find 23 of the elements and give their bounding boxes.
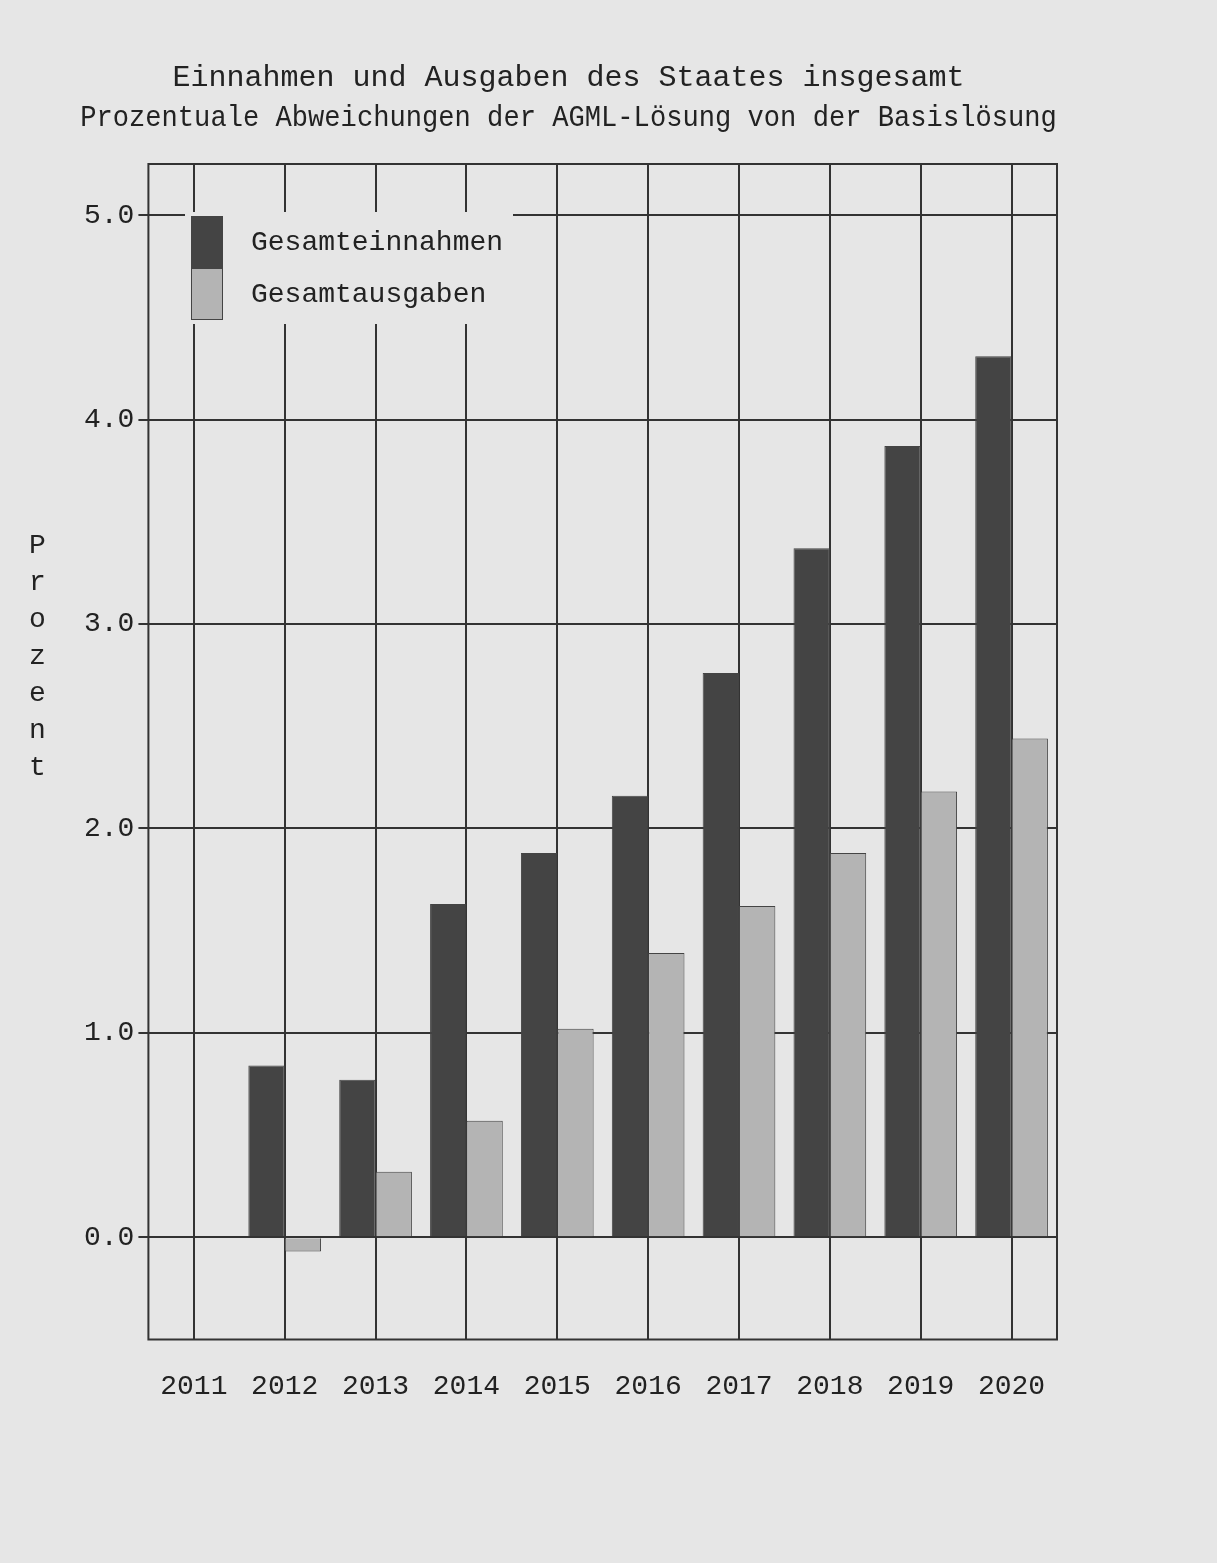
bar [975,356,1012,1237]
y-tick-label: 1.0 [83,1017,135,1049]
y-tick-label: 4.0 [83,403,135,435]
y-axis-title: Prozent [22,530,53,789]
bar [248,1065,285,1237]
x-tick-label: 2017 [705,1370,773,1402]
legend-label: Gesamteinnahmen [251,226,504,258]
x-tick-label: 2015 [523,1370,591,1402]
x-tick-label: 2011 [160,1370,228,1402]
x-tick-label: 2016 [614,1370,682,1402]
chart-title: Einnahmen und Ausgaben des Staates insgesamt [172,60,965,95]
y-tick-label: 3.0 [83,608,135,640]
y-tick-label: 0.0 [83,1221,135,1253]
x-tick-label: 2013 [341,1370,410,1402]
legend-label: Gesamtausgaben [251,278,487,310]
x-tick-label: 2020 [977,1370,1046,1402]
y-tick-label: 5.0 [83,199,135,231]
x-tick-label: 2018 [796,1370,864,1402]
chart-subtitle: Prozentuale Abweichungen der AGML-Lösung von der Basislösung [80,100,1057,136]
x-tick-label: 2019 [887,1370,955,1402]
x-tick-label: 2014 [432,1370,501,1402]
x-tick-label: 2012 [251,1370,319,1402]
y-tick-label: 2.0 [83,812,135,844]
